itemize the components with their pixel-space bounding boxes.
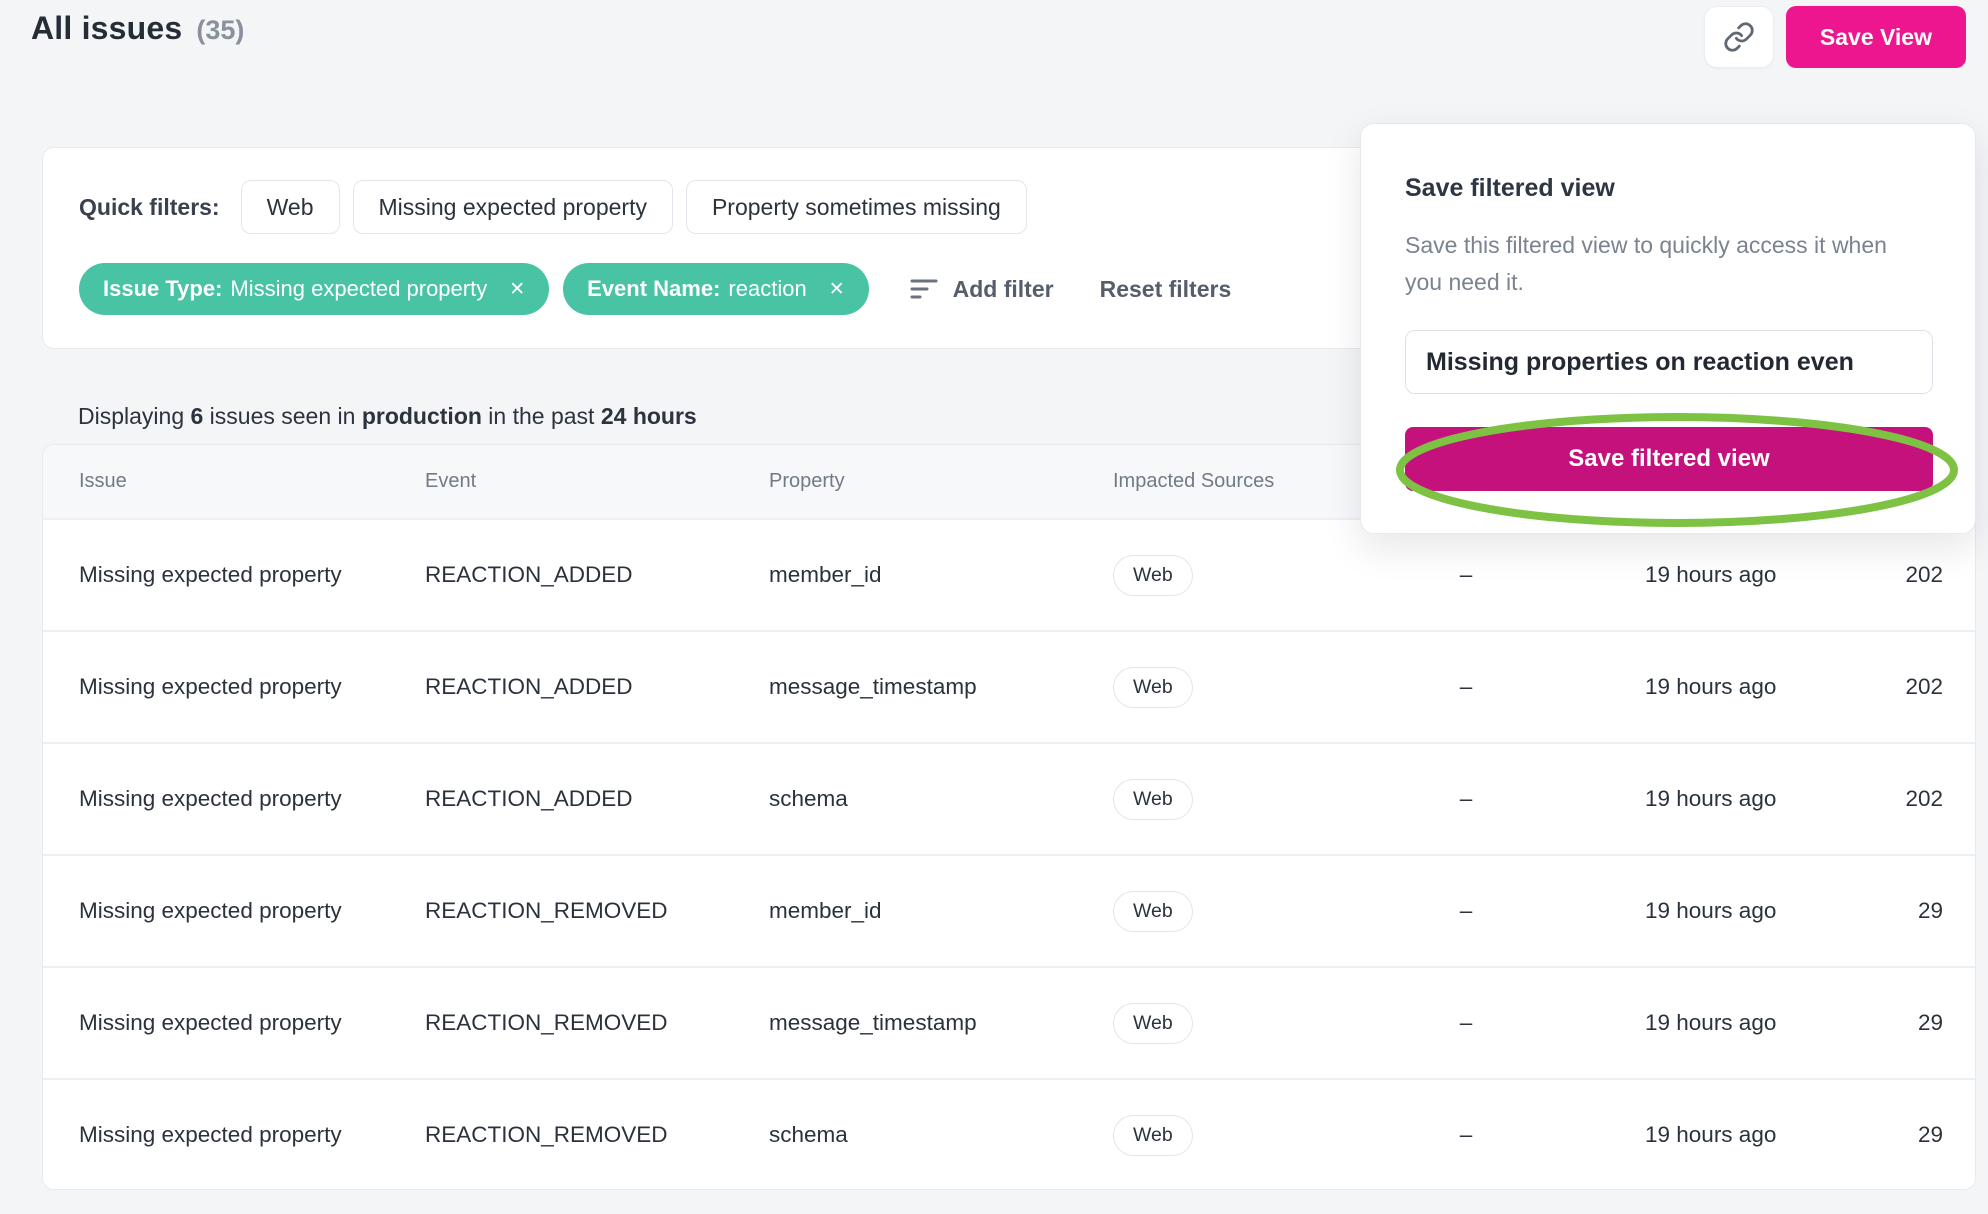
source-badge: Web: [1113, 1002, 1193, 1044]
issue-cell: Missing expected property: [79, 786, 342, 811]
first-seen-cell: –: [1459, 562, 1473, 587]
quick-filter-web[interactable]: Web: [240, 180, 340, 234]
last-seen-cell: 19 hours ago: [1645, 1010, 1777, 1035]
event-count-cell: 29: [1917, 1122, 1943, 1147]
issue-cell: Missing expected property: [79, 674, 342, 699]
impacted-sources-cell: Web: [1113, 778, 1391, 820]
close-icon[interactable]: ✕: [828, 278, 845, 300]
popover-description: Save this filtered view to quickly acces…: [1405, 232, 1887, 295]
source-badge: Web: [1113, 778, 1193, 820]
last-seen-cell: 19 hours ago: [1645, 898, 1777, 923]
column-header-event: Event: [425, 470, 477, 492]
page-title: All issues: [31, 10, 183, 46]
save-view-button[interactable]: Save View: [1785, 6, 1966, 68]
event-cell: REACTION_ADDED: [425, 674, 633, 699]
event-count-cell: 29: [1917, 898, 1943, 923]
view-name-input[interactable]: [1405, 330, 1933, 394]
event-count-cell: 202: [1905, 674, 1943, 699]
copy-link-button[interactable]: [1703, 6, 1774, 68]
issue-cell: Missing expected property: [79, 898, 342, 923]
filter-chip-issue-type[interactable]: Issue Type: Missing expected property ✕: [79, 263, 550, 315]
save-filtered-view-popover: Save filtered view Save this filtered vi…: [1360, 123, 1976, 534]
event-cell: REACTION_ADDED: [425, 786, 633, 811]
status-text: Displaying 6 issues seen in production i…: [78, 403, 697, 429]
filter-chip-value: Missing expected property: [230, 276, 488, 301]
table-row[interactable]: Missing expected property REACTION_ADDED…: [43, 742, 1975, 854]
last-seen-cell: 19 hours ago: [1645, 562, 1777, 587]
quick-filter-property-sometimes-missing[interactable]: Property sometimes missing: [685, 180, 1027, 234]
first-seen-cell: –: [1459, 674, 1473, 699]
quick-filter-missing-expected-property[interactable]: Missing expected property: [352, 180, 673, 234]
column-header-impacted-sources: Impacted Sources: [1113, 470, 1275, 492]
first-seen-cell: –: [1459, 1010, 1473, 1035]
source-badge: Web: [1113, 554, 1193, 596]
page-header: All issues (35): [31, 10, 244, 47]
issues-count: (35): [196, 15, 245, 45]
filter-chip-event-name[interactable]: Event Name: reaction ✕: [563, 263, 869, 315]
issue-cell: Missing expected property: [79, 562, 342, 587]
filter-icon: [909, 276, 939, 302]
property-cell: message_timestamp: [769, 1010, 977, 1035]
property-cell: member_id: [769, 562, 882, 587]
link-icon: [1723, 21, 1755, 53]
event-cell: REACTION_REMOVED: [425, 1122, 668, 1147]
quick-filters-row: Quick filters: Web Missing expected prop…: [79, 180, 1027, 234]
reset-filters-button[interactable]: Reset filters: [1099, 275, 1232, 302]
impacted-sources-cell: Web: [1113, 1114, 1391, 1156]
filter-chip-label: Issue Type:: [103, 276, 223, 301]
table-row[interactable]: Missing expected property REACTION_REMOV…: [43, 1078, 1975, 1189]
property-cell: schema: [769, 1122, 848, 1147]
issue-cell: Missing expected property: [79, 1010, 342, 1035]
last-seen-cell: 19 hours ago: [1645, 674, 1777, 699]
impacted-sources-cell: Web: [1113, 1002, 1391, 1044]
event-cell: REACTION_ADDED: [425, 562, 633, 587]
column-header-issue: Issue: [79, 470, 127, 492]
table-row[interactable]: Missing expected property REACTION_REMOV…: [43, 854, 1975, 966]
impacted-sources-cell: Web: [1113, 666, 1391, 708]
source-badge: Web: [1113, 1114, 1193, 1156]
event-cell: REACTION_REMOVED: [425, 898, 668, 923]
filter-chip-value: reaction: [728, 276, 807, 301]
save-filtered-view-button[interactable]: Save filtered view: [1405, 427, 1933, 491]
property-cell: message_timestamp: [769, 674, 977, 699]
table-row[interactable]: Missing expected property REACTION_ADDED…: [43, 630, 1975, 742]
property-cell: member_id: [769, 898, 882, 923]
active-filters-row: Issue Type: Missing expected property ✕ …: [79, 263, 1231, 315]
event-count-cell: 202: [1905, 786, 1943, 811]
source-badge: Web: [1113, 890, 1193, 932]
quick-filters-label: Quick filters:: [79, 193, 220, 220]
impacted-sources-cell: Web: [1113, 890, 1391, 932]
first-seen-cell: –: [1459, 898, 1473, 923]
issue-cell: Missing expected property: [79, 1122, 342, 1147]
table-row[interactable]: Missing expected property REACTION_ADDED…: [43, 518, 1975, 630]
close-icon[interactable]: ✕: [509, 278, 526, 300]
issues-table: Issue Event Property Impacted Sources Mi…: [42, 444, 1976, 1190]
event-count-cell: 202: [1905, 562, 1943, 587]
header-actions: Save View: [1703, 6, 1966, 68]
add-filter-button[interactable]: Add filter: [909, 276, 1054, 303]
event-cell: REACTION_REMOVED: [425, 1010, 668, 1035]
source-badge: Web: [1113, 666, 1193, 708]
first-seen-cell: –: [1459, 786, 1473, 811]
impacted-sources-cell: Web: [1113, 554, 1391, 596]
last-seen-cell: 19 hours ago: [1645, 1122, 1777, 1147]
first-seen-cell: –: [1459, 1122, 1473, 1147]
table-body: Missing expected property REACTION_ADDED…: [43, 518, 1975, 1189]
filter-chip-label: Event Name:: [587, 276, 721, 301]
event-count-cell: 29: [1917, 1010, 1943, 1035]
popover-title: Save filtered view: [1405, 174, 1615, 202]
column-header-property: Property: [769, 470, 845, 492]
table-row[interactable]: Missing expected property REACTION_REMOV…: [43, 966, 1975, 1078]
last-seen-cell: 19 hours ago: [1645, 786, 1777, 811]
property-cell: schema: [769, 786, 848, 811]
